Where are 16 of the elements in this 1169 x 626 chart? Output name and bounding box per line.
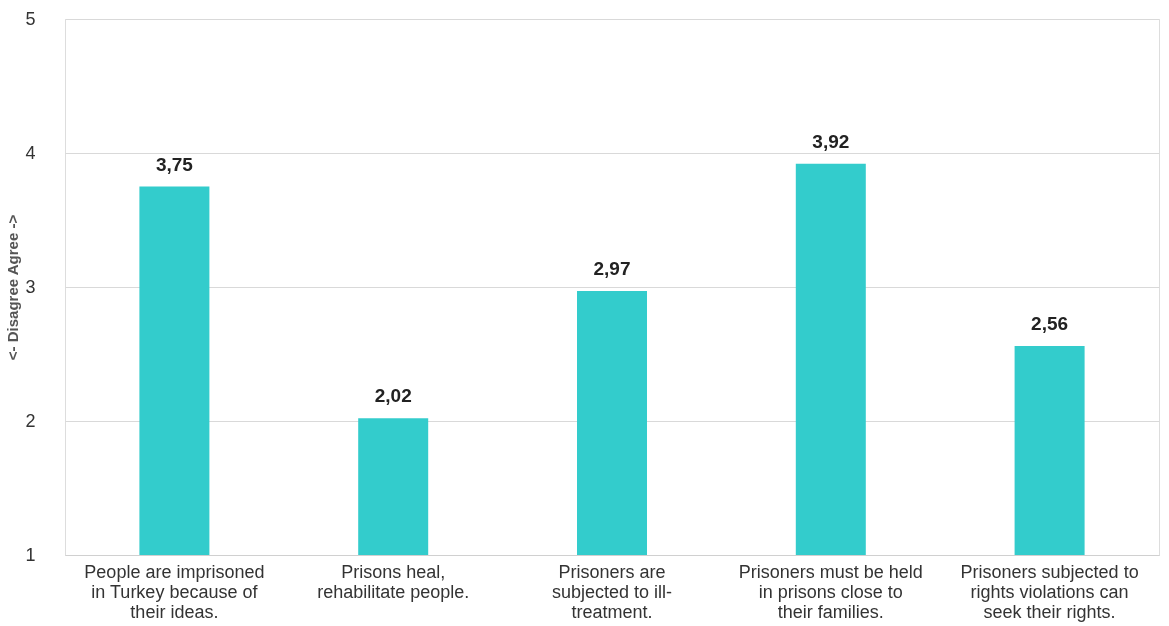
data-label: 2,56 <box>1031 312 1069 334</box>
y-tick-label: 3 <box>25 276 36 297</box>
y-tick-label: 5 <box>25 8 36 29</box>
data-label: 3,75 <box>155 153 194 175</box>
x-tick-label: Prisoners subjected to rights violations can seek their rights. <box>960 561 1139 622</box>
y-tick-label: 1 <box>25 544 36 565</box>
data-label: 2,02 <box>374 385 412 407</box>
x-tick-label: Prisoners must be held in prisons close to their families. <box>738 561 923 622</box>
data-label: 3,92 <box>812 130 850 152</box>
data-label: 2,97 <box>593 258 631 280</box>
y-axis-title: <- Disagree Agree -> <box>4 214 22 361</box>
x-tick-label: Prisoners are subjected to ill-treatment. <box>551 561 673 622</box>
y-tick-label: 4 <box>25 142 36 163</box>
y-tick-label: 2 <box>25 410 36 431</box>
x-tick-label: Prisons heal, rehabilitate people. <box>317 561 470 602</box>
x-tick-label: People are imprisoned in Turkey because of their ideas. <box>84 561 265 622</box>
